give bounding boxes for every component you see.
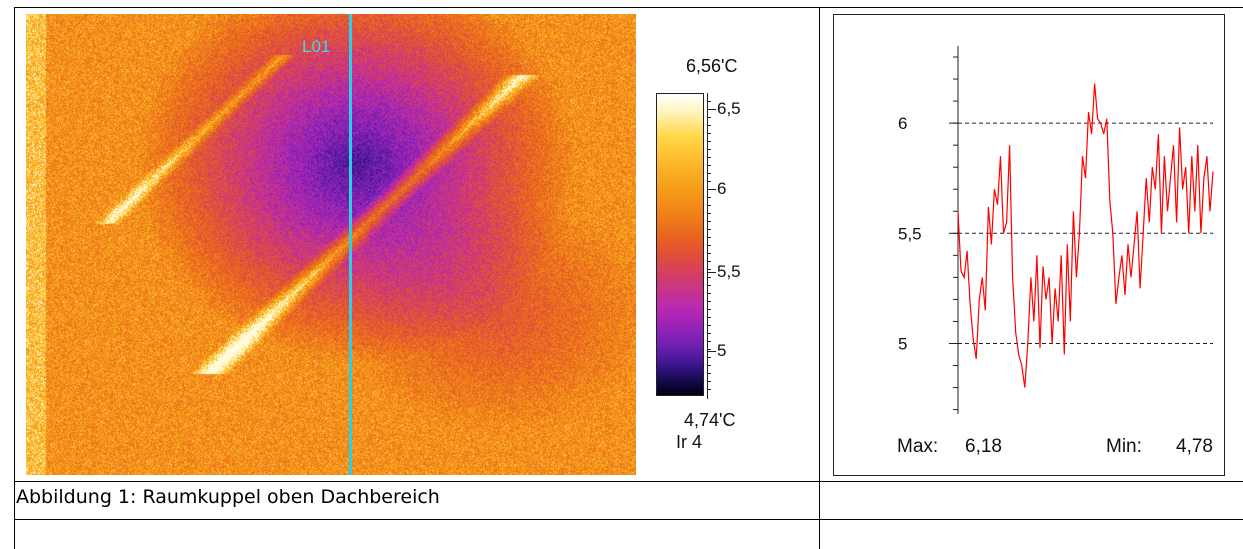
profile-chart-frame [833,14,1225,476]
colorbar-minor-tick [707,125,711,126]
colorbar-axis [707,93,711,399]
colorbar-max-temperature: 6,56'C [686,56,738,76]
colorbar-tick-label: 6 [717,179,727,198]
colorbar-minor-tick [707,229,711,230]
colorbar-minor-tick [707,373,711,374]
colorbar-minor-tick [707,261,711,262]
colorbar-minor-tick [707,149,711,150]
colorbar-tick-label: 5,5 [717,262,741,281]
colorbar-minor-tick [707,141,711,142]
colorbar-minor-tick [707,213,711,214]
profile-line-l01[interactable] [349,14,352,475]
profile-min-label: Min: [1106,436,1142,457]
colorbar-minor-tick [707,277,711,278]
colorbar-major-tick [707,189,716,190]
profile-series-line [957,83,1214,388]
colorbar-min-temperature: 4,74'C [684,410,736,430]
profile-max-value: 6,18 [965,436,1002,457]
table-row-divider-2 [14,519,1243,520]
colorbar-minor-tick [707,349,711,350]
colorbar-minor-tick [707,173,711,174]
colorbar-minor-tick [707,325,711,326]
colorbar-tick-label: 5 [717,341,727,360]
colorbar-minor-tick [707,341,711,342]
colorbar-minor-tick [707,221,711,222]
table-border-left [14,7,15,549]
colorbar-major-tick [707,272,716,273]
colorbar-minor-tick [707,317,711,318]
profile-max-label: Max: [897,436,939,457]
colorbar-major-tick [707,351,716,352]
y-tick-label: 5,5 [898,224,922,243]
colorbar-minor-tick [707,181,711,182]
colorbar-tick-label: 6,5 [717,99,741,118]
colorbar-minor-tick [707,357,711,358]
colorbar-minor-tick [707,333,711,334]
colorbar-minor-tick [707,109,711,110]
colorbar-minor-tick [707,157,711,158]
colorbar-minor-tick [707,117,711,118]
colorbar-minor-tick [707,205,711,206]
colorbar-minor-tick [707,293,711,294]
y-tick-label: 6 [898,114,907,133]
colorbar-minor-tick [707,101,711,102]
table-border-top [14,7,1243,8]
profile-min-value: 4,78 [1176,436,1213,457]
colorbar-minor-tick [707,285,711,286]
colorbar-minor-tick [707,189,711,190]
table-row-divider-1 [14,481,1243,482]
colorbar-minor-tick [707,237,711,238]
temperature-colorbar [656,93,704,396]
figure-caption: Abbildung 1: Raumkuppel oben Dachbereich [16,486,440,508]
y-tick-label: 5 [898,334,907,353]
colorbar-minor-tick [707,309,711,310]
colorbar-minor-tick [707,269,711,270]
colorbar-minor-tick [707,381,711,382]
profile-line-label: L01 [302,37,331,56]
palette-label: Ir 4 [676,432,703,452]
colorbar-minor-tick [707,165,711,166]
colorbar-major-tick [707,109,716,110]
colorbar-minor-tick [707,301,711,302]
colorbar-minor-tick [707,197,711,198]
temperature-profile-chart: 65,55 [898,46,1214,414]
colorbar-minor-tick [707,133,711,134]
table-column-divider [819,7,820,549]
colorbar-minor-tick [707,365,711,366]
colorbar-minor-tick [707,245,711,246]
colorbar-minor-tick [707,389,711,390]
thermal-image [26,14,636,475]
colorbar-minor-tick [707,253,711,254]
